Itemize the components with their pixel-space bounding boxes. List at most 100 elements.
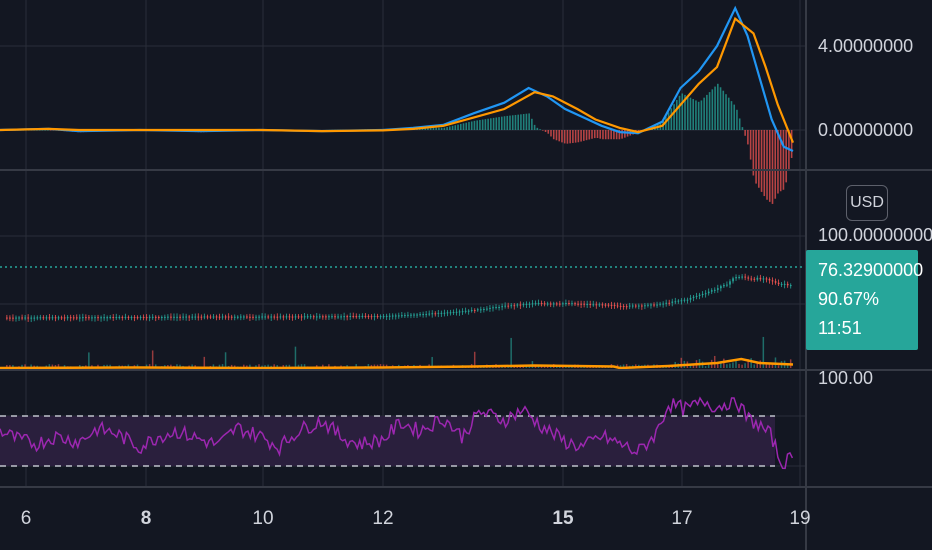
candle-body	[473, 310, 476, 312]
volume-bar	[723, 358, 725, 368]
candle-body	[78, 317, 81, 319]
macd-histogram-bar	[492, 117, 495, 130]
macd-histogram-bar	[544, 130, 547, 133]
candle-body	[674, 301, 677, 303]
candle-body	[291, 316, 294, 318]
volume-bar	[176, 364, 178, 368]
candle-body	[57, 317, 60, 319]
candle-body	[668, 302, 671, 304]
candle-body	[498, 307, 500, 309]
candle-body	[322, 316, 324, 318]
macd-histogram-bar	[779, 130, 782, 192]
candle-body	[121, 316, 124, 318]
candle-body	[656, 304, 658, 306]
macd-histogram-bar	[758, 130, 760, 188]
candle-body	[464, 310, 467, 312]
volume-bar	[285, 364, 288, 368]
volume-bar	[726, 364, 728, 368]
currency-button[interactable]: USD	[846, 185, 888, 221]
macd-histogram-bar	[755, 130, 757, 184]
macd-histogram-bar	[470, 121, 473, 130]
candle-body	[215, 316, 218, 318]
macd-histogram-bar	[667, 112, 670, 130]
candle-body	[680, 300, 683, 302]
candle-body	[425, 314, 428, 316]
candle-body	[164, 316, 166, 318]
candle-body	[227, 316, 230, 318]
macd-histogram-bar	[503, 116, 506, 130]
volume-bar	[288, 364, 291, 368]
candle-body	[744, 276, 747, 278]
volume-bar	[51, 364, 54, 368]
macd-histogram-bar	[514, 114, 517, 130]
macd-histogram-bar	[785, 130, 787, 183]
macd-histogram-bar	[462, 123, 465, 130]
volume-bar	[367, 364, 370, 368]
candle-body	[294, 316, 297, 318]
candle-body	[173, 316, 175, 318]
volume-bar	[720, 362, 722, 368]
macd-histogram-bar	[552, 130, 555, 140]
candle-body	[382, 316, 385, 318]
macd-histogram-bar	[459, 123, 462, 130]
candle-body	[489, 307, 491, 309]
volume-bar	[510, 337, 512, 368]
volume-bar	[24, 364, 26, 368]
volume-bar	[559, 366, 561, 368]
candle-body	[18, 317, 20, 319]
macd-histogram-bar	[670, 108, 673, 130]
volume-bar	[568, 366, 570, 368]
candle-body	[628, 305, 631, 307]
candle-body	[653, 304, 655, 306]
candle-body	[246, 316, 248, 318]
macd-histogram-bar	[733, 104, 736, 130]
candle-body	[659, 303, 661, 305]
volume-bar	[12, 365, 14, 368]
volume-bar	[583, 366, 585, 368]
candle-body	[516, 304, 519, 306]
macd-histogram-bar	[41, 130, 44, 131]
candle-body	[82, 317, 84, 319]
macd-histogram-bar	[722, 90, 725, 130]
candle-body	[753, 278, 756, 280]
candle-body	[726, 284, 728, 286]
price-axis-label: 100.00000000	[818, 225, 932, 245]
candle-body	[586, 304, 589, 306]
candle-body	[319, 316, 321, 318]
candle-body	[537, 303, 540, 305]
macd-histogram-bar	[481, 119, 484, 130]
macd-histogram-bar	[454, 125, 457, 130]
candle-body	[72, 317, 75, 319]
candle-body	[398, 315, 400, 317]
volume-bar	[750, 358, 752, 368]
candle-body	[540, 303, 543, 305]
candle-body	[145, 317, 148, 319]
macd-axis-label: 4.00000000	[818, 36, 914, 56]
candle-body	[519, 304, 522, 306]
candle-body	[713, 289, 716, 291]
macd-histogram-bar	[533, 124, 536, 130]
macd-histogram-bar	[536, 127, 539, 130]
candle-body	[416, 314, 418, 316]
volume-bar	[619, 365, 622, 368]
candle-body	[261, 316, 263, 318]
macd-histogram-bar	[752, 130, 755, 176]
macd-histogram-bar	[531, 118, 533, 130]
candle-body	[285, 316, 288, 318]
candle-body	[613, 305, 616, 307]
candle-body	[729, 281, 731, 285]
candle-body	[777, 282, 780, 285]
candle-body	[607, 304, 610, 306]
macd-histogram-bar	[717, 83, 719, 130]
volume-bar	[692, 364, 695, 368]
macd-axis-label: 0.00000000	[818, 120, 914, 140]
candle-body	[364, 315, 367, 317]
candle-body	[279, 316, 282, 318]
volume-bar	[154, 364, 157, 368]
candle-body	[63, 317, 66, 319]
macd-histogram-bar	[585, 130, 588, 141]
time-tick-label: 6	[20, 508, 32, 529]
macd-histogram-bar	[675, 99, 678, 130]
candle-body	[48, 317, 51, 319]
